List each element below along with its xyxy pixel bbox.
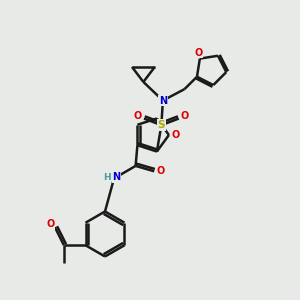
Text: O: O (194, 48, 202, 58)
Text: O: O (181, 110, 189, 121)
Text: N: N (159, 95, 167, 106)
Text: S: S (158, 120, 165, 130)
Text: H: H (103, 172, 110, 182)
Text: O: O (171, 130, 180, 140)
Text: O: O (134, 110, 142, 121)
Text: N: N (112, 172, 121, 182)
Text: O: O (156, 166, 164, 176)
Text: O: O (46, 219, 55, 229)
